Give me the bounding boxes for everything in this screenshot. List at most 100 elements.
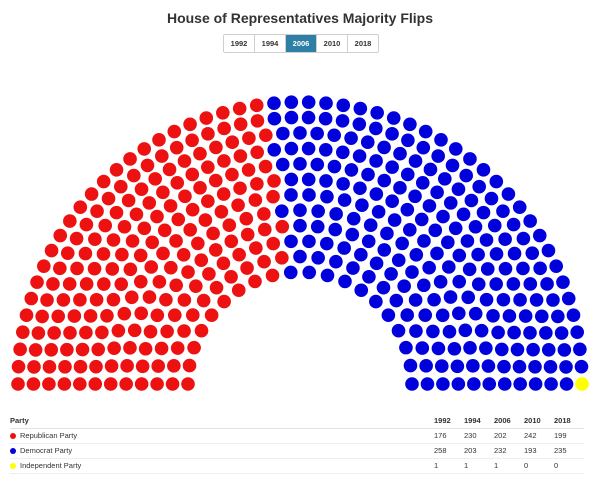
seat-democrat-party — [387, 213, 402, 227]
seat-democrat-party — [301, 141, 316, 156]
year-tabs: 1992 1994 2006 2010 2018 — [223, 34, 379, 53]
seat-democrat-party — [466, 359, 480, 373]
seat-democrat-party — [284, 172, 299, 187]
seat-republican-party — [183, 117, 197, 132]
seat-democrat-party — [276, 126, 290, 141]
seat-republican-party — [109, 163, 124, 177]
seat-democrat-party — [385, 194, 399, 208]
seat-democrat-party — [320, 189, 334, 204]
seat-republican-party — [257, 222, 272, 237]
seat-democrat-party — [361, 234, 376, 249]
seat-democrat-party — [445, 158, 460, 173]
seat-republican-party — [134, 306, 149, 321]
seat-republican-party — [96, 174, 111, 189]
seat-republican-party — [111, 323, 126, 338]
seat-democrat-party — [528, 360, 542, 374]
legend-value: 203 — [464, 443, 494, 459]
seat-democrat-party — [480, 262, 495, 276]
seat-republican-party — [177, 154, 192, 168]
tab-2018[interactable]: 2018 — [354, 39, 372, 48]
seat-democrat-party — [540, 277, 554, 291]
seat-republican-party — [170, 341, 185, 355]
seat-republican-party — [249, 241, 263, 255]
seat-republican-party — [206, 226, 220, 241]
seat-democrat-party — [487, 218, 502, 233]
seat-republican-party — [196, 293, 211, 308]
seat-democrat-party — [319, 236, 334, 251]
seat-democrat-party — [267, 142, 282, 157]
seat-republican-party — [101, 191, 116, 206]
seat-republican-party — [98, 218, 113, 233]
seat-republican-party — [70, 261, 84, 276]
seat-democrat-party — [337, 193, 352, 207]
seat-democrat-party — [354, 283, 369, 298]
legend-value: 0 — [554, 458, 584, 474]
seat-democrat-party — [386, 111, 401, 125]
seat-republican-party — [135, 359, 150, 374]
seat-republican-party — [177, 324, 191, 338]
tab-2010[interactable]: 2010 — [317, 35, 348, 52]
seat-republican-party — [155, 149, 169, 163]
seat-republican-party — [100, 309, 114, 323]
seat-democrat-party — [512, 359, 527, 374]
seat-democrat-party — [557, 343, 572, 357]
seat-democrat-party — [481, 359, 496, 373]
seat-democrat-party — [534, 309, 549, 324]
seat-republican-party — [233, 117, 248, 131]
seat-republican-party — [78, 246, 93, 261]
seat-democrat-party — [393, 181, 407, 195]
seat-republican-party — [53, 228, 68, 243]
seat-republican-party — [216, 105, 230, 120]
seat-republican-party — [143, 324, 158, 339]
seat-democrat-party — [275, 157, 290, 172]
seat-democrat-party — [376, 280, 391, 295]
seat-democrat-party — [416, 140, 431, 155]
seat-republican-party — [194, 253, 209, 267]
tab-1994[interactable]: 1994 — [255, 35, 286, 52]
seat-democrat-party — [442, 324, 457, 339]
seat-democrat-party — [344, 163, 359, 177]
seat-democrat-party — [377, 173, 392, 188]
seat-republican-party — [152, 275, 167, 289]
democrat-color-dot — [10, 447, 16, 454]
seat-democrat-party — [370, 105, 384, 120]
legend-value: 232 — [494, 443, 524, 459]
seat-democrat-party — [430, 246, 444, 261]
seat-republican-party — [58, 360, 72, 374]
seat-democrat-party — [551, 309, 565, 324]
seat-democrat-party — [345, 227, 360, 242]
seat-democrat-party — [283, 265, 298, 280]
seat-democrat-party — [417, 234, 431, 248]
seat-democrat-party — [318, 111, 333, 126]
seat-democrat-party — [433, 275, 448, 289]
seat-republican-party — [208, 173, 223, 188]
seat-democrat-party — [489, 174, 504, 189]
seat-democrat-party — [371, 205, 386, 219]
seat-democrat-party — [310, 126, 324, 141]
seat-democrat-party — [337, 241, 351, 255]
seat-republican-party — [73, 200, 88, 215]
seat-democrat-party — [479, 292, 494, 307]
seat-democrat-party — [434, 359, 449, 373]
seat-democrat-party — [329, 254, 343, 269]
seat-democrat-party — [415, 176, 430, 190]
seat-democrat-party — [506, 277, 521, 291]
seat-democrat-party — [335, 114, 350, 128]
seat-democrat-party — [539, 326, 553, 340]
legend-party-name: Independent Party — [20, 461, 82, 470]
seat-republican-party — [88, 232, 102, 246]
seat-democrat-party — [415, 341, 430, 355]
tab-2006[interactable]: 2006 — [286, 35, 317, 52]
seat-democrat-party — [369, 121, 383, 136]
seat-democrat-party — [472, 179, 487, 194]
seat-republican-party — [24, 291, 39, 306]
seat-democrat-party — [458, 323, 473, 338]
seat-democrat-party — [401, 133, 415, 148]
seat-republican-party — [89, 359, 103, 374]
tab-1992[interactable]: 1992 — [224, 35, 255, 52]
seat-republican-party — [162, 162, 177, 177]
seat-democrat-party — [431, 341, 446, 356]
legend-party-name: Democrat Party — [20, 446, 73, 455]
seat-republican-party — [90, 204, 104, 219]
seat-democrat-party — [403, 358, 418, 373]
